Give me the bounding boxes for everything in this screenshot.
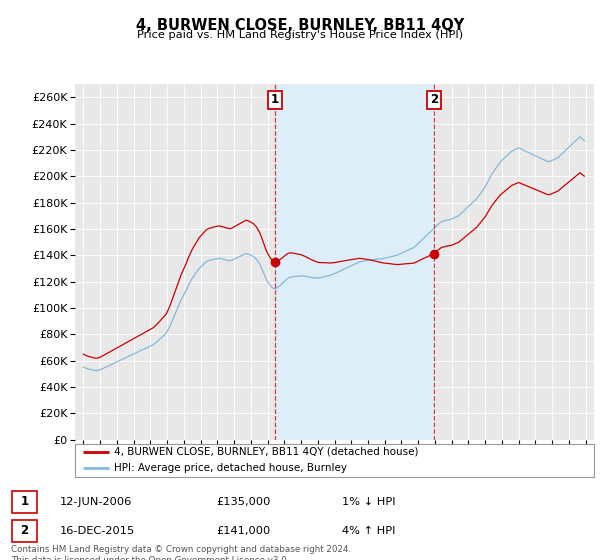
Text: 4, BURWEN CLOSE, BURNLEY, BB11 4QY (detached house): 4, BURWEN CLOSE, BURNLEY, BB11 4QY (deta… xyxy=(114,446,418,456)
Text: 1% ↓ HPI: 1% ↓ HPI xyxy=(342,497,395,507)
Text: £141,000: £141,000 xyxy=(216,526,270,536)
Text: HPI: Average price, detached house, Burnley: HPI: Average price, detached house, Burn… xyxy=(114,463,347,473)
Text: £135,000: £135,000 xyxy=(216,497,271,507)
Text: Price paid vs. HM Land Registry's House Price Index (HPI): Price paid vs. HM Land Registry's House … xyxy=(137,30,463,40)
Text: Contains HM Land Registry data © Crown copyright and database right 2024.
This d: Contains HM Land Registry data © Crown c… xyxy=(11,545,351,560)
Text: 1: 1 xyxy=(271,94,279,106)
Bar xyxy=(275,84,434,440)
FancyBboxPatch shape xyxy=(12,520,37,542)
FancyBboxPatch shape xyxy=(12,491,37,513)
Text: 1: 1 xyxy=(20,495,29,508)
Text: 2: 2 xyxy=(20,524,29,538)
Text: 2: 2 xyxy=(430,94,438,106)
Text: 4, BURWEN CLOSE, BURNLEY, BB11 4QY: 4, BURWEN CLOSE, BURNLEY, BB11 4QY xyxy=(136,18,464,33)
Text: 16-DEC-2015: 16-DEC-2015 xyxy=(60,526,135,536)
Text: 4% ↑ HPI: 4% ↑ HPI xyxy=(342,526,395,536)
Text: 12-JUN-2006: 12-JUN-2006 xyxy=(60,497,132,507)
